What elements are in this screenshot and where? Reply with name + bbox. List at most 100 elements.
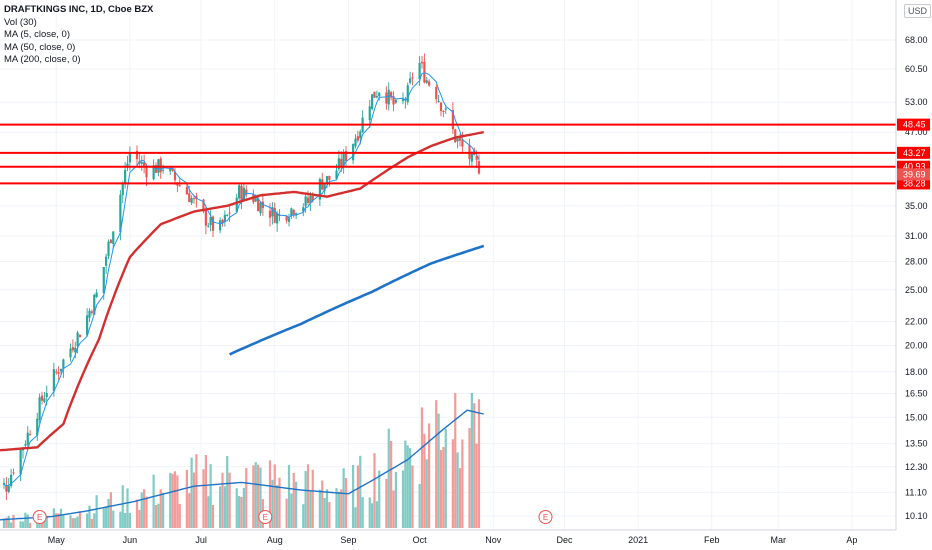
legend-volume[interactable]: Vol (30) [4,16,37,28]
volume-bar [245,467,248,528]
price-tick-label: 60.50 [905,64,928,74]
currency-button[interactable]: USD [904,4,932,18]
volume-bar [188,493,191,528]
candle-body [325,176,329,185]
volume-bar [401,470,405,528]
candle-body [423,62,426,83]
time-tick-label: Aug [267,535,283,545]
volume-bar [43,518,46,528]
volume-bar [442,446,445,528]
volume-bar [420,407,424,528]
volume-bar [59,508,63,528]
volume-bar [290,493,293,528]
candle-body [411,77,414,79]
candle-body [190,198,193,204]
price-tick-label: 13.50 [905,439,928,449]
volume-bar [302,504,305,528]
volume-bar [406,445,409,528]
volume-bar [378,470,381,528]
volume-bar [328,502,331,528]
legend-symbol[interactable]: DRAFTKINGS INC, 1D, Cboe BZX [4,4,154,15]
volume-bar [387,428,390,528]
time-tick-label: Nov [485,535,502,545]
candle-body [342,152,345,167]
volume-bar [437,413,440,528]
volume-bar [392,490,395,528]
price-level-tag [897,168,930,181]
price-level-tag-text: 38.28 [903,178,926,188]
volume-bars [2,393,481,528]
candle-body [109,239,112,243]
time-tick-label: Feb [704,535,720,545]
volume-bar [190,457,193,528]
volume-bar [71,518,74,528]
candle-body [418,62,421,80]
candle-body [105,256,108,266]
candle-body [268,210,272,218]
volume-bar [354,507,357,528]
candle-body [209,217,212,226]
volume-bar [238,496,241,528]
candle-body [226,214,229,216]
earnings-marker-label: E [37,513,42,522]
volume-bar [7,515,10,528]
candle-body [223,214,226,223]
candle-body [145,167,148,178]
volume-bar [204,454,207,528]
volume-bar [273,464,276,528]
volume-bar [221,472,224,528]
time-tick-label: Mar [771,535,787,545]
volume-bar [458,468,462,528]
candle-body [76,332,79,346]
volume-bar [2,518,6,528]
legend-ma50[interactable]: MA (50, close, 0) [4,41,76,53]
volume-bar [185,469,188,528]
candle-body [328,175,331,180]
volume-bar [211,504,215,528]
volume-bar [352,464,355,528]
volume-bar [124,512,127,528]
volume-bar [29,522,32,528]
candle-body [10,474,13,486]
candle-body [302,207,305,212]
volume-bar [121,485,124,528]
candle-body [435,87,438,100]
candle-body [57,372,60,374]
candle-body [178,185,181,187]
legend-ma5[interactable]: MA (5, close, 0) [4,29,70,40]
candle-body [245,189,248,195]
volume-bar [287,465,291,528]
candle-body [401,99,405,102]
candle-body [5,485,8,492]
volume-bar [359,455,362,528]
horizontal-levels [0,123,896,185]
candle-body [74,347,77,353]
candle-body [394,100,397,103]
candle-body [456,138,459,142]
volume-bar [93,513,96,528]
volume-bar [439,450,443,528]
price-tick-label: 15.00 [905,412,928,422]
volume-bar [119,511,122,528]
candle-body [102,267,105,294]
candle-body [285,216,288,221]
chart-legend: DRAFTKINGS INC, 1D, Cboe BZX Vol (30) MA… [4,4,153,67]
price-tick-label: 35.00 [905,201,928,211]
volume-bar [62,515,65,528]
legend-ma200[interactable]: MA (200, close, 0) [4,54,81,65]
volume-bar [295,481,298,528]
volume-bar [321,480,324,528]
ma5-line [3,72,480,487]
candle-body [188,193,191,202]
volume-bar [76,516,79,528]
volume-bar [226,455,229,528]
price-tick-label: 16.50 [905,388,928,398]
volume-bar [86,513,89,528]
candle-body [259,202,262,214]
volume-bar [107,499,110,528]
candle-body [192,198,196,200]
volume-bar [435,400,438,528]
volume-bar [292,472,295,528]
